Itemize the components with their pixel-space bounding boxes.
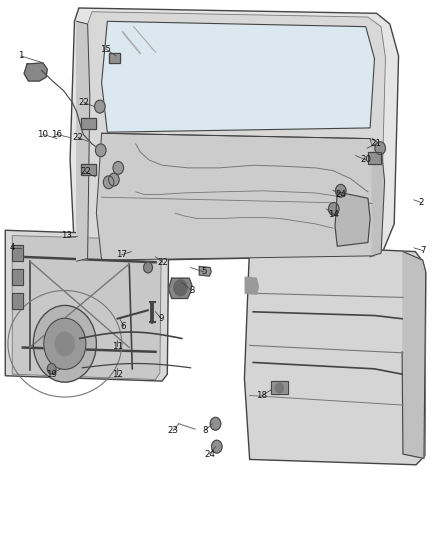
Circle shape [55,332,74,356]
Polygon shape [245,277,258,294]
Text: 14: 14 [328,210,339,219]
Circle shape [375,142,385,155]
Circle shape [336,184,346,197]
Bar [12,245,23,261]
Polygon shape [12,236,161,379]
Text: 8: 8 [202,426,208,434]
Polygon shape [96,133,378,260]
Circle shape [33,305,96,382]
Circle shape [113,161,124,174]
Circle shape [328,203,339,215]
Bar [12,293,23,309]
Text: 4: 4 [10,244,15,252]
Circle shape [103,176,114,189]
Text: 23: 23 [167,426,179,435]
Text: 19: 19 [46,370,57,378]
Circle shape [44,318,86,369]
Bar [81,118,96,129]
Circle shape [109,173,119,186]
Polygon shape [169,278,192,298]
Bar [81,164,96,175]
Bar [12,269,23,285]
Text: 22: 22 [72,133,84,142]
Polygon shape [5,230,169,381]
Polygon shape [372,139,385,256]
Bar [368,152,381,164]
Text: 9: 9 [159,314,164,323]
Circle shape [174,280,187,296]
Text: 22: 22 [80,167,91,176]
Bar [368,152,381,164]
Polygon shape [102,21,374,132]
Bar [12,245,23,261]
Text: 21: 21 [370,140,381,148]
Text: 11: 11 [112,342,123,351]
Text: 16: 16 [50,130,62,139]
Bar [271,381,288,394]
Text: 2: 2 [419,198,424,207]
Text: 3: 3 [189,286,194,295]
Circle shape [210,417,221,430]
Bar [81,164,96,175]
Text: 13: 13 [61,231,72,240]
Text: 22: 22 [157,258,169,266]
Text: 5: 5 [201,268,206,276]
Polygon shape [24,63,47,81]
Text: 18: 18 [256,391,268,400]
Circle shape [47,364,56,374]
Text: 22: 22 [78,98,90,107]
Text: 10: 10 [37,130,49,139]
Text: 6: 6 [121,322,126,330]
Text: 1: 1 [18,52,24,60]
Bar [12,269,23,285]
Bar [109,53,120,63]
Text: 24: 24 [335,190,346,199]
Text: 12: 12 [112,370,123,378]
Bar [12,293,23,309]
Polygon shape [70,8,399,261]
Circle shape [95,100,105,113]
Polygon shape [83,12,385,256]
Text: 17: 17 [116,251,127,259]
Polygon shape [77,21,90,261]
Polygon shape [199,266,211,276]
Polygon shape [335,192,370,246]
Text: 7: 7 [420,246,425,255]
Text: 15: 15 [100,45,112,53]
Bar [109,53,120,63]
Text: 24: 24 [204,450,215,458]
Circle shape [212,440,222,453]
Bar [81,118,96,129]
Polygon shape [403,252,426,458]
Circle shape [144,262,152,273]
Text: 20: 20 [360,156,371,164]
Circle shape [276,383,283,393]
Polygon shape [244,244,426,465]
Bar [271,381,288,394]
Circle shape [95,144,106,157]
